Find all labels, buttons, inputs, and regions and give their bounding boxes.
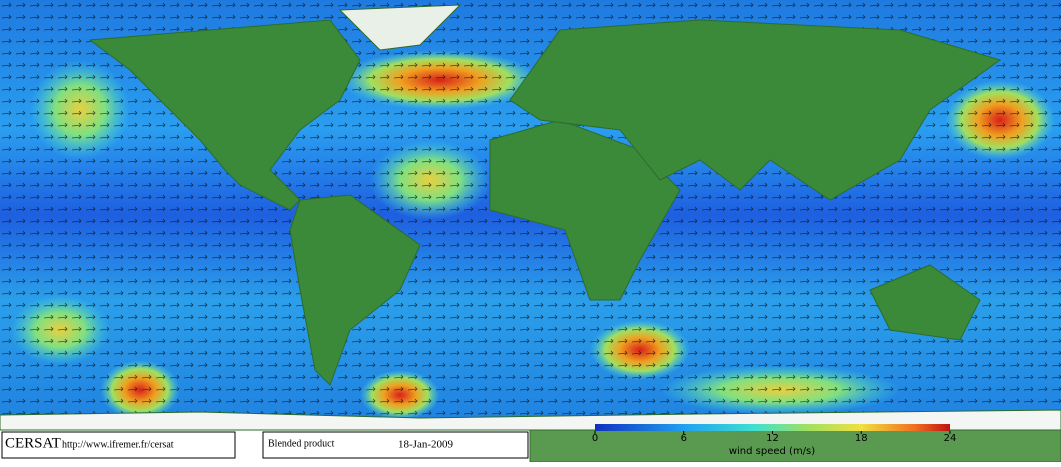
- colorbar-tick-label: 18: [855, 433, 868, 444]
- product: Blended product: [268, 438, 335, 449]
- logo: CERSAT: [5, 435, 61, 451]
- colorbar-tick-label: 0: [592, 433, 598, 444]
- date: 18-Jan-2009: [398, 439, 453, 451]
- colorbar-tick-label: 12: [766, 433, 779, 444]
- colorbar-tick-label: 6: [681, 433, 687, 444]
- url[interactable]: http://www.ifremer.fr/cersat: [62, 439, 174, 450]
- info-box: [262, 431, 529, 459]
- colorbar-tick-label: 24: [944, 433, 957, 444]
- info-box: [1, 431, 236, 459]
- colorbar-label: wind speed (m/s): [729, 446, 815, 457]
- colorbar: [595, 424, 950, 431]
- land: [0, 4, 1061, 463]
